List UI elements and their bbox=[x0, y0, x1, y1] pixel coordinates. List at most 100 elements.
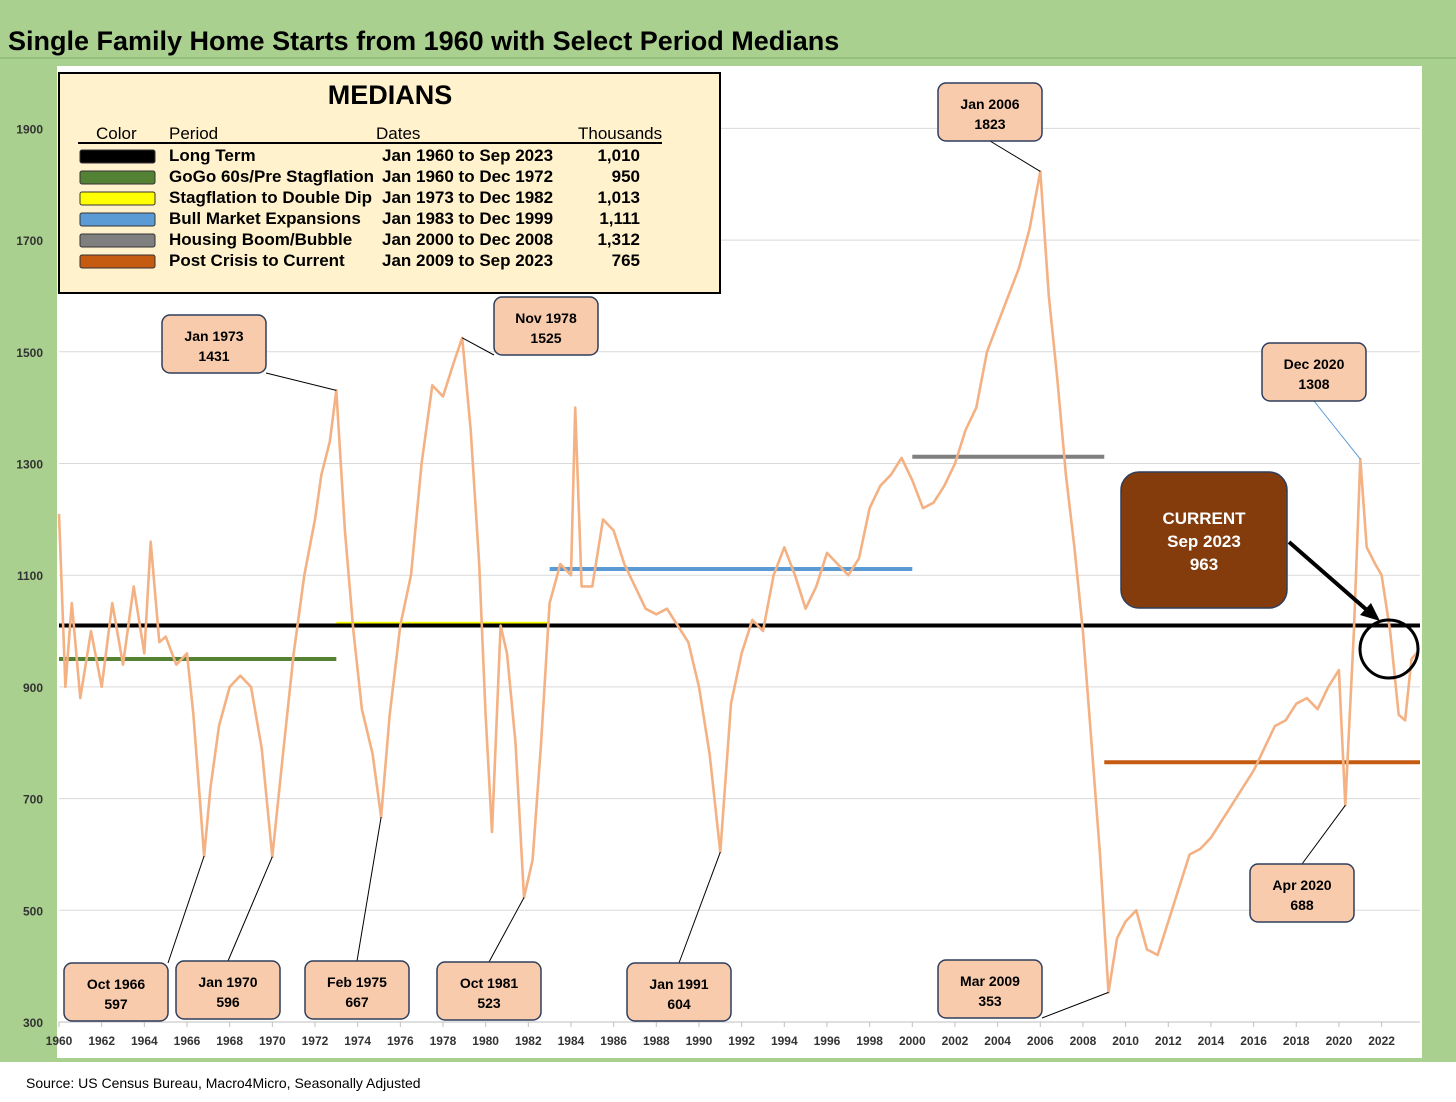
x-tick-label: 1962 bbox=[88, 1034, 115, 1048]
callout-value: 1823 bbox=[974, 116, 1005, 132]
y-tick-label: 500 bbox=[23, 904, 43, 918]
x-tick-label: 1982 bbox=[515, 1034, 542, 1048]
current-value: 963 bbox=[1190, 555, 1218, 574]
legend-dates: Jan 2000 to Dec 2008 bbox=[382, 230, 553, 249]
source-note: Source: US Census Bureau, Macro4Micro, S… bbox=[26, 1075, 421, 1091]
x-tick-label: 1974 bbox=[344, 1034, 371, 1048]
y-tick-label: 1300 bbox=[16, 458, 43, 472]
x-tick-label: 1964 bbox=[131, 1034, 158, 1048]
current-callout: CURRENT Sep 2023 963 bbox=[1120, 471, 1420, 680]
x-tick-label: 2014 bbox=[1198, 1034, 1225, 1048]
legend-swatch bbox=[79, 254, 156, 269]
y-tick-label: 900 bbox=[23, 681, 43, 695]
legend-dates: Jan 1973 to Dec 1982 bbox=[382, 188, 553, 207]
y-tick-label: 1900 bbox=[16, 122, 43, 136]
callout-box bbox=[1249, 863, 1355, 923]
x-tick-label: 1978 bbox=[430, 1034, 457, 1048]
series-layer bbox=[57, 170, 1419, 994]
callout-date: Dec 2020 bbox=[1284, 356, 1345, 372]
x-tick-label: 2006 bbox=[1027, 1034, 1054, 1048]
y-axis-ticks: 300 500 700 900 1100 1300 1500 1700 1900 bbox=[16, 122, 43, 1030]
leader-line bbox=[989, 140, 1041, 172]
callout-date: Oct 1981 bbox=[460, 975, 519, 991]
callout-value: 1525 bbox=[530, 330, 561, 346]
leader-line bbox=[1301, 805, 1346, 865]
x-tick-label: 1988 bbox=[643, 1034, 670, 1048]
callout-date: Jan 1970 bbox=[198, 974, 257, 990]
callout-box bbox=[937, 82, 1043, 142]
legend-dates: Jan 1983 to Dec 1999 bbox=[382, 209, 553, 228]
y-tick-label: 300 bbox=[23, 1016, 43, 1030]
legend-box bbox=[58, 72, 721, 294]
x-tick-label: 1994 bbox=[771, 1034, 798, 1048]
legend-header-color: Color bbox=[96, 124, 137, 143]
x-tick-label: 1980 bbox=[472, 1034, 499, 1048]
callout-value: 597 bbox=[104, 996, 128, 1012]
callout-date: Jan 2006 bbox=[960, 96, 1019, 112]
x-tick-label: 1996 bbox=[814, 1034, 841, 1048]
annotation-leaders bbox=[167, 140, 1361, 1019]
x-tick-label: 2002 bbox=[942, 1034, 969, 1048]
footer-area bbox=[0, 1062, 1456, 1102]
callout-box bbox=[937, 959, 1043, 1019]
legend-value: 950 bbox=[612, 167, 640, 186]
callout-date: Nov 1978 bbox=[515, 310, 577, 326]
callout-value: 604 bbox=[667, 996, 691, 1012]
callout-box bbox=[161, 314, 267, 374]
x-tick-label: 2016 bbox=[1240, 1034, 1267, 1048]
x-tick-label: 1970 bbox=[259, 1034, 286, 1048]
callout-value: 1308 bbox=[1298, 376, 1329, 392]
callout-date: Feb 1975 bbox=[327, 974, 387, 990]
x-tick-label: 2022 bbox=[1368, 1034, 1395, 1048]
x-tick-label: 2004 bbox=[984, 1034, 1011, 1048]
current-arrowhead bbox=[1360, 603, 1380, 621]
x-tick-label: 2010 bbox=[1112, 1034, 1139, 1048]
callout-value: 667 bbox=[345, 994, 369, 1010]
current-label: CURRENT bbox=[1162, 509, 1246, 528]
legend-dates: Jan 2009 to Sep 2023 bbox=[382, 251, 553, 270]
callout-date: Jan 1973 bbox=[184, 328, 243, 344]
leader-line bbox=[227, 856, 273, 962]
legend-rows: Long Term Jan 1960 to Sep 2023 1,010 GoGo 6… bbox=[79, 146, 640, 270]
x-tick-label: 1968 bbox=[216, 1034, 243, 1048]
x-tick-label: 1990 bbox=[686, 1034, 713, 1048]
callout-box bbox=[304, 960, 410, 1020]
legend-period: Stagflation to Double Dip bbox=[169, 188, 372, 207]
legend-period: Bull Market Expansions bbox=[169, 209, 361, 228]
leader-line bbox=[167, 855, 205, 964]
x-tick-label: 2008 bbox=[1070, 1034, 1097, 1048]
series-line bbox=[57, 170, 1419, 994]
legend-period: GoGo 60s/Pre Stagflation bbox=[169, 167, 374, 186]
legend-swatch bbox=[79, 212, 156, 227]
leader-line bbox=[461, 337, 495, 356]
x-tick-label: 1984 bbox=[558, 1034, 585, 1048]
x-tick-label: 1986 bbox=[600, 1034, 627, 1048]
chart-title: Single Family Home Starts from 1960 with… bbox=[8, 26, 839, 56]
x-tick-label: 1972 bbox=[302, 1034, 329, 1048]
legend-value: 1,312 bbox=[597, 230, 640, 249]
legend-dates: Jan 1960 to Sep 2023 bbox=[382, 146, 553, 165]
callout-box bbox=[63, 962, 169, 1022]
legend-header-dates: Dates bbox=[376, 124, 420, 143]
annotation-callouts: Jan 1973 1431 Nov 1978 1525 Jan 2006 1823 Dec … bbox=[63, 82, 1367, 1022]
legend-dates: Jan 1960 to Dec 1972 bbox=[382, 167, 553, 186]
current-highlight-circle bbox=[1358, 618, 1420, 680]
x-tick-label: 1966 bbox=[174, 1034, 201, 1048]
current-arrow bbox=[1287, 540, 1370, 613]
callout-value: 1431 bbox=[198, 348, 229, 364]
title-bar bbox=[0, 0, 1456, 58]
callout-value: 353 bbox=[978, 993, 1002, 1009]
legend-value: 765 bbox=[612, 251, 640, 270]
x-tick-label: 1976 bbox=[387, 1034, 414, 1048]
legend-header-period: Period bbox=[169, 124, 218, 143]
callout-box bbox=[626, 962, 732, 1022]
x-tick-label: 2012 bbox=[1155, 1034, 1182, 1048]
x-axis-ticks: 1960 1962 1964 1966 1968 1970 1972 1974 1976 1978… bbox=[46, 1022, 1395, 1048]
callout-value: 596 bbox=[216, 994, 240, 1010]
legend-swatch bbox=[79, 149, 156, 164]
legend-period: Housing Boom/Bubble bbox=[169, 230, 352, 249]
leader-line bbox=[265, 372, 337, 391]
x-tick-label: 2000 bbox=[899, 1034, 926, 1048]
medians-legend: MEDIANS Color Period Dates Thousands Lon… bbox=[58, 72, 721, 294]
